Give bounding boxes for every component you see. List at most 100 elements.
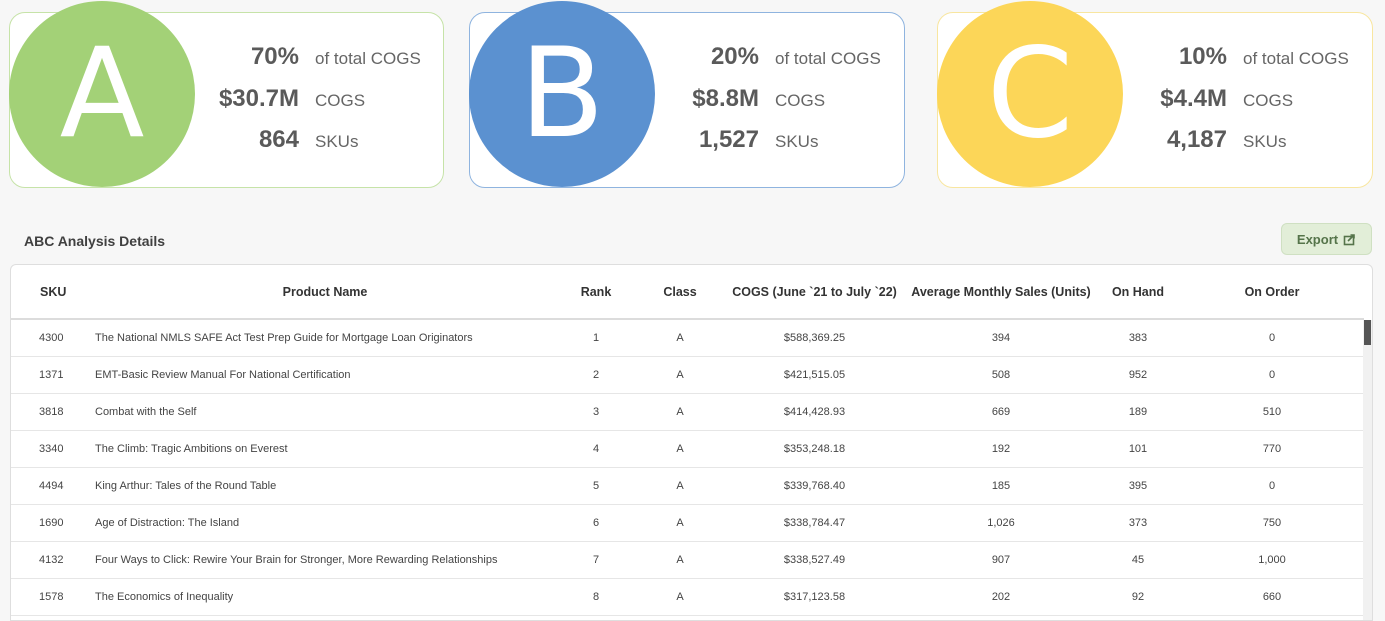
header-on-order[interactable]: On Order [1180,265,1364,320]
class-a-card: A 70% of total COGS $30.7M COGS 864 SKUs [9,1,444,188]
class-b-skus-label: SKUs [775,132,819,151]
class-a-stats: 70% of total COGS $30.7M COGS 864 SKUs [207,43,421,168]
summary-cards: A 70% of total COGS $30.7M COGS 864 SKUs B … [0,0,1385,200]
cell-avg-monthly-sales: 1,026 [906,504,1096,542]
cell-on-hand: 395 [1096,467,1180,505]
cell-on-order: 510 [1180,393,1364,431]
cell-cogs: $421,515.05 [723,356,906,394]
class-b-cogs-label: COGS [775,90,826,110]
class-c-cogs-label: COGS [1243,90,1294,110]
table-row[interactable]: 4494 King Arthur: Tales of the Round Tabl… [11,467,1364,505]
cell-avg-monthly-sales: 508 [906,356,1096,394]
cell-avg-monthly-sales: 192 [906,430,1096,468]
cell-sku: 3818 [11,393,95,431]
table-row[interactable]: 1371 EMT-Basic Review Manual For National… [11,356,1364,394]
cell-rank: 7 [555,541,637,579]
cell-sku: 1578 [11,578,95,616]
cell-product-name: The Economics of Inequality [95,578,555,616]
cell-class: A [637,467,723,505]
cell-rank: 2 [555,356,637,394]
cell-avg-monthly-sales: 907 [906,541,1096,579]
cell-on-hand: 92 [1096,578,1180,616]
table-scrollbar[interactable] [1363,320,1372,620]
cell-sku: 3340 [11,430,95,468]
table-row[interactable]: 4300 The National NMLS SAFE Act Test Prep… [11,319,1364,357]
export-icon [1343,233,1355,245]
cell-sku: 1690 [11,504,95,542]
class-b-pct: 20% [710,43,759,70]
cell-class: A [637,541,723,579]
cell-on-hand: 189 [1096,393,1180,431]
section-title: ABC Analysis Details [24,233,166,249]
class-a-pct-label: of total COGS [315,49,421,68]
class-b-cogs: $8.8M [692,84,759,112]
cell-product-name: King Arthur: Tales of the Round Table [95,467,555,505]
cell-cogs: $338,784.47 [723,504,906,542]
scrollbar-thumb[interactable] [1364,320,1371,345]
class-b-stats: 20% of total COGS $8.8M COGS 1,527 SKUs [667,43,881,168]
table-header-row: SKU Product Name Rank Class COGS (June `… [11,265,1364,320]
class-c-pct-label: of total COGS [1243,49,1349,68]
class-c-pct: 10% [1178,43,1227,70]
cell-class: A [637,504,723,542]
cell-on-hand: 952 [1096,356,1180,394]
header-on-hand[interactable]: On Hand [1096,265,1180,320]
cell-class: A [637,356,723,394]
cell-avg-monthly-sales: 185 [906,467,1096,505]
class-b-card: B 20% of total COGS $8.8M COGS 1,527 SKUs [469,1,905,188]
cell-product-name: The Climb: Tragic Ambitions on Everest [95,430,555,468]
cell-rank: 3 [555,393,637,431]
cell-avg-monthly-sales: 394 [906,319,1096,357]
export-button[interactable]: Export [1281,223,1372,255]
table-row[interactable]: 1690 Age of Distraction: The Island 6 A $338… [11,504,1364,542]
class-a-cogs-label: COGS [315,90,366,110]
header-product-name[interactable]: Product Name [95,265,555,320]
table-body: 4300 The National NMLS SAFE Act Test Prep… [11,319,1364,616]
cell-class: A [637,578,723,616]
table-row[interactable]: 3340 The Climb: Tragic Ambitions on Evere… [11,430,1364,468]
cell-on-order: 1,000 [1180,541,1364,579]
class-b-skus: 1,527 [698,126,759,153]
cell-rank: 6 [555,504,637,542]
cell-product-name: EMT-Basic Review Manual For National Cer… [95,356,555,394]
cell-rank: 4 [555,430,637,468]
cell-on-hand: 383 [1096,319,1180,357]
class-c-badge: C [937,1,1123,187]
cell-class: A [637,319,723,357]
cell-cogs: $317,123.58 [723,578,906,616]
cell-product-name: The National NMLS SAFE Act Test Prep Gui… [95,319,555,357]
cell-sku: 1371 [11,356,95,394]
cell-avg-monthly-sales: 202 [906,578,1096,616]
cell-sku: 4300 [11,319,95,357]
export-label: Export [1296,231,1339,247]
cell-rank: 8 [555,578,637,616]
cell-on-order: 0 [1180,356,1364,394]
cell-on-order: 750 [1180,504,1364,542]
cell-cogs: $353,248.18 [723,430,906,468]
header-class[interactable]: Class [637,265,723,320]
table-row[interactable]: 4132 Four Ways to Click: Rewire Your Brai… [11,541,1364,579]
header-rank[interactable]: Rank [555,265,637,320]
class-a-skus: 864 [258,126,299,153]
cell-on-hand: 373 [1096,504,1180,542]
class-a-skus-label: SKUs [315,132,359,151]
cell-class: A [637,393,723,431]
cell-product-name: Age of Distraction: The Island [95,504,555,542]
cell-sku: 4132 [11,541,95,579]
table-row[interactable]: 3818 Combat with the Self 3 A $414,428.93 669… [11,393,1364,431]
header-sku[interactable]: SKU [11,265,95,320]
class-c-card: C 10% of total COGS $4.4M COGS 4,187 SKUs [937,1,1373,188]
cell-avg-monthly-sales: 669 [906,393,1096,431]
table-row[interactable]: 1578 The Economics of Inequality 8 A $317,12… [11,578,1364,616]
cell-on-order: 770 [1180,430,1364,468]
cell-cogs: $338,527.49 [723,541,906,579]
cell-product-name: Four Ways to Click: Rewire Your Brain fo… [95,541,555,579]
cell-class: A [637,430,723,468]
cell-on-hand: 45 [1096,541,1180,579]
cell-product-name: Combat with the Self [95,393,555,431]
header-avg-monthly-sales[interactable]: Average Monthly Sales (Units) [906,265,1096,320]
cell-on-hand: 101 [1096,430,1180,468]
header-cogs[interactable]: COGS (June `21 to July `22) [723,265,906,320]
cell-on-order: 0 [1180,467,1364,505]
cell-sku: 4494 [11,467,95,505]
